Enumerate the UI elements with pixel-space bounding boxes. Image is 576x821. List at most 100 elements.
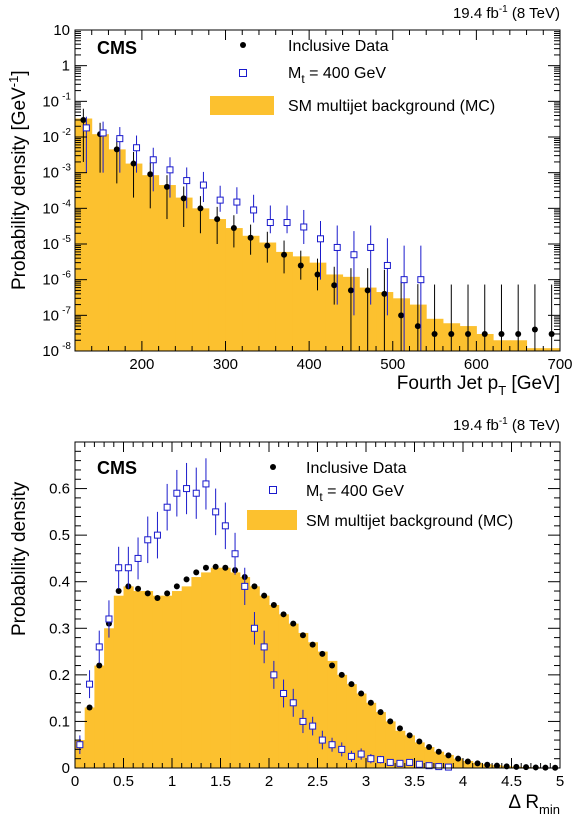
signal-marker [115, 564, 123, 572]
data-marker [247, 234, 254, 241]
signal-point [124, 546, 132, 589]
signal-point [317, 221, 324, 280]
signal-marker [350, 251, 358, 259]
signal-point [144, 516, 152, 564]
data-point [247, 224, 254, 255]
signal-point [221, 502, 229, 550]
data-marker [329, 662, 336, 669]
y-tick-exponent: -6 [62, 270, 71, 281]
background-bar [181, 586, 192, 768]
background-bar [249, 586, 260, 768]
y-tick-exponent: -3 [62, 163, 71, 174]
background-bar [414, 742, 425, 768]
y-tick-label: 10 [42, 236, 59, 253]
y-tick-label: 0.2 [49, 667, 70, 684]
background-bar [375, 712, 386, 768]
data-marker [513, 763, 520, 770]
background-bar [94, 665, 105, 768]
signal-point [260, 630, 268, 664]
y-tick-label: 10 [42, 129, 59, 146]
x-tick-label: 2.5 [307, 773, 328, 790]
signal-marker [134, 554, 142, 562]
background-bar [158, 185, 176, 351]
signal-marker [300, 223, 308, 231]
signal-point [166, 157, 174, 198]
data-point [347, 268, 354, 351]
data-marker [484, 761, 491, 768]
signal-marker [289, 699, 297, 707]
data-marker [214, 216, 221, 223]
x-tick-label: 1.5 [210, 773, 231, 790]
data-marker [314, 271, 321, 278]
background-bar [325, 274, 344, 351]
x-tick-label: 4.5 [501, 773, 522, 790]
background-bar [395, 730, 406, 768]
signal-point [173, 469, 181, 517]
data-marker [319, 650, 326, 657]
background-bar [175, 197, 193, 351]
signal-point [76, 735, 84, 755]
signal-marker [116, 135, 124, 143]
signal-point [347, 750, 355, 762]
x-tick-label: 2 [265, 773, 273, 790]
data-point [381, 269, 388, 351]
data-marker [197, 205, 204, 212]
signal-marker [250, 624, 258, 632]
signal-marker [99, 129, 107, 137]
background-bar [91, 134, 109, 351]
data-marker [358, 690, 365, 697]
background-bar [239, 577, 251, 768]
background-bar [453, 758, 464, 768]
background-bar [220, 567, 231, 768]
y-tick-label: 0.4 [49, 574, 70, 591]
data-marker [445, 752, 452, 759]
signal-point [134, 537, 142, 580]
data-marker [481, 330, 488, 337]
data-marker [347, 287, 354, 294]
data-marker [435, 748, 442, 755]
y-tick-label: 0.5 [49, 527, 70, 544]
legend-signal-marker [269, 486, 277, 494]
signal-marker [400, 276, 408, 284]
signal-marker [386, 758, 394, 766]
background-bar [258, 242, 277, 351]
x-tick-label: 600 [464, 356, 489, 373]
data-marker [474, 760, 481, 767]
signal-marker [415, 760, 423, 768]
signal-point [383, 238, 391, 316]
background-bar [142, 591, 154, 768]
data-marker [387, 718, 394, 725]
signal-point [133, 135, 141, 173]
lumi-label: 19.4 fb-1 (8 TeV) [453, 416, 560, 434]
signal-point [266, 205, 274, 234]
data-point [398, 281, 405, 351]
data-marker [280, 611, 287, 618]
data-marker [290, 620, 297, 627]
background-bar [84, 707, 95, 768]
signal-point [328, 737, 336, 752]
data-marker [173, 583, 180, 590]
data-point [481, 284, 488, 351]
data-marker [130, 160, 137, 167]
signal-marker [309, 722, 317, 730]
signal-marker [183, 177, 191, 185]
background-bar [191, 577, 202, 768]
background-bar [113, 595, 124, 768]
legend-data-marker [270, 464, 276, 470]
signal-marker [333, 243, 341, 251]
signal-point [216, 185, 224, 212]
signal-point [396, 759, 404, 767]
signal-marker [192, 489, 200, 497]
background-bar [162, 595, 173, 768]
signal-marker [318, 736, 326, 744]
data-point [498, 284, 505, 351]
data-marker [222, 564, 229, 571]
legend-background-swatch [247, 510, 297, 530]
y-tick-label: 10 [42, 165, 59, 182]
data-marker [448, 330, 455, 337]
background-bar [336, 674, 348, 768]
data-marker [180, 195, 187, 202]
legend: Inclusive Data Mt = 400 GeV SM multijet … [210, 38, 495, 115]
signal-point [367, 754, 375, 764]
legend-data-label: Inclusive Data [288, 38, 389, 55]
